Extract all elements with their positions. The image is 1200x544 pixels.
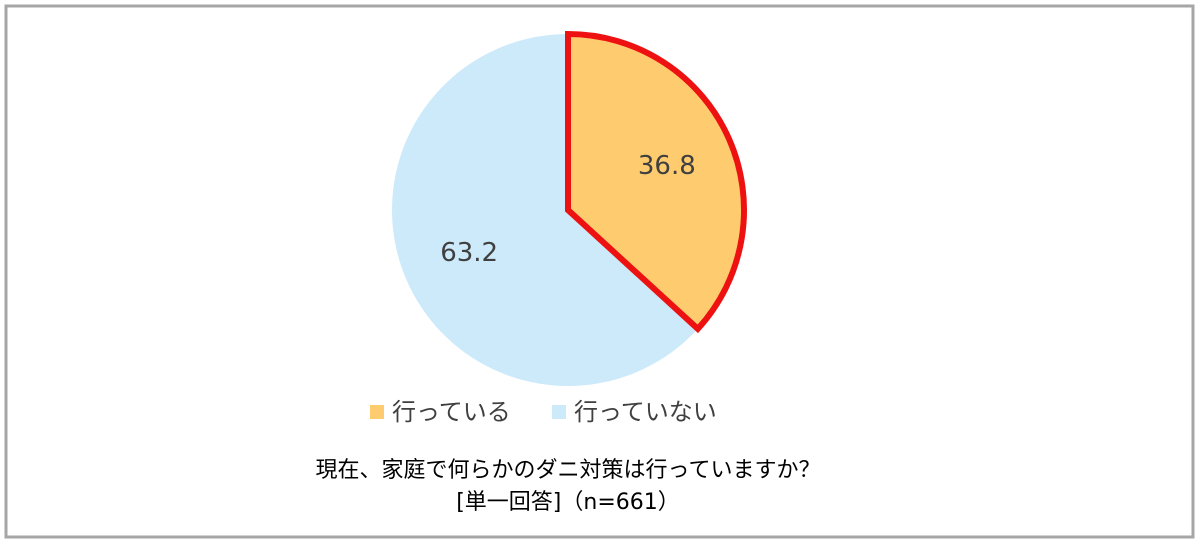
pie-slice (565, 30, 747, 334)
pie-slice (392, 34, 698, 387)
legend-swatch (552, 405, 566, 419)
data-label: 36.8 (638, 151, 696, 181)
legend-swatch (370, 405, 384, 419)
legend-label: 行っている (392, 398, 511, 426)
legend-label: 行っていない (574, 398, 717, 426)
chart-title: 現在、家庭で何らかのダニ対策は行っていますか？ (316, 458, 821, 483)
chart-subtitle: [単一回答]（n=661） (456, 490, 680, 515)
data-label: 63.2 (440, 238, 498, 268)
